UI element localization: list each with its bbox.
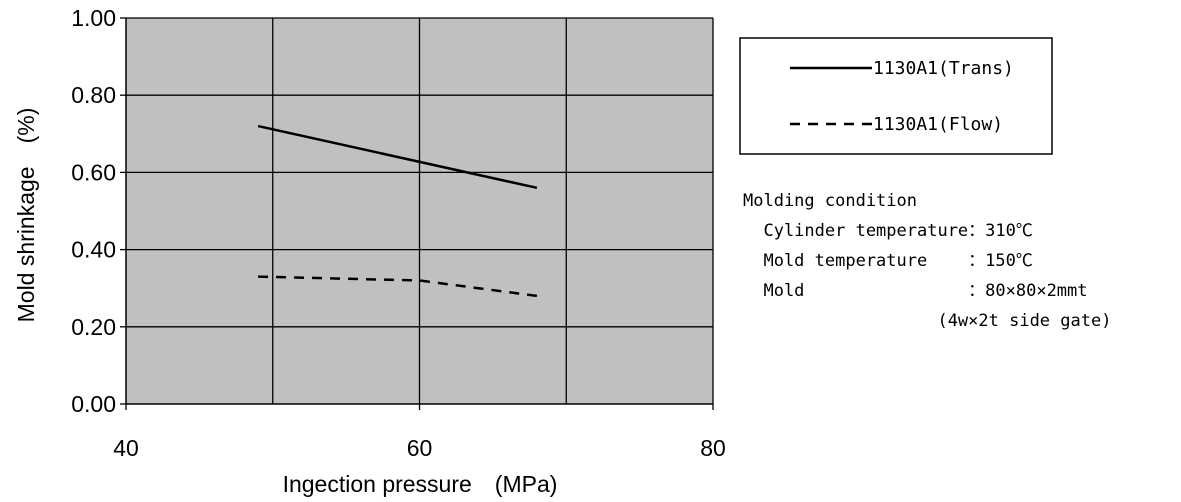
x-tick-label: 60 <box>407 435 433 461</box>
molding-condition-line: (4w×2t side gate) <box>743 311 1111 331</box>
molding-conditions: Molding condition Cylinder temperature：3… <box>743 191 1111 331</box>
legend-label-flow: 1130A1(Flow) <box>873 114 1003 135</box>
y-tick-label: 0.40 <box>71 237 116 263</box>
y-tick-label: 1.00 <box>71 5 116 31</box>
y-tick-label: 0.60 <box>71 159 116 185</box>
legend-box <box>739 37 1053 155</box>
series-line-trans <box>257 124 538 190</box>
x-tick-label: 40 <box>113 435 139 461</box>
legend: 1130A1(Trans) 1130A1(Flow) <box>739 37 1053 155</box>
series-line-flow <box>258 275 538 298</box>
y-axis-title: Mold shrinkage (%) <box>13 108 39 323</box>
x-axis-title: Ingection pressure (MPa) <box>283 471 558 497</box>
y-tick-label: 0.80 <box>71 82 116 108</box>
molding-condition-line: Cylinder temperature：310℃ <box>743 221 1033 241</box>
y-tick-label: 0.00 <box>71 391 116 417</box>
legend-label-trans: 1130A1(Trans) <box>873 58 1014 79</box>
molding-condition-title: Molding condition <box>743 191 917 211</box>
plot-area: 0.00 0.20 0.40 0.60 0.80 1.00 40 60 80 Ingection … <box>13 5 726 497</box>
x-tick-label: 80 <box>700 435 726 461</box>
y-tick-label: 0.20 <box>71 314 116 340</box>
molding-condition-line: Mold temperature ：150℃ <box>743 251 1033 271</box>
molding-condition-line: Mold ：80×80×2mmt <box>743 281 1088 301</box>
